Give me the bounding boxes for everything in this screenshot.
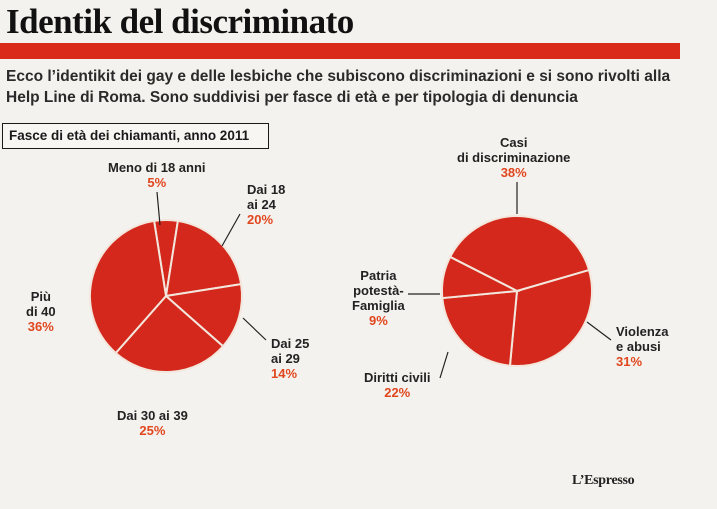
label-casi-pct: 38% — [500, 165, 527, 180]
complaint-type-pie-chart — [441, 215, 593, 367]
label-under18-name: Meno di 18 anni — [108, 160, 206, 175]
label-violenza: Violenza e abusi 31% — [616, 324, 669, 369]
label-under18-pct: 5% — [147, 175, 167, 190]
label-18-24-line2: ai 24 — [247, 197, 276, 212]
title-underline-band — [0, 43, 680, 59]
label-violenza-line1: Violenza — [616, 324, 669, 339]
type-pie-slice-3 — [441, 289, 519, 367]
label-25-29-pct: 14% — [271, 366, 298, 381]
type-pie-slice-2 — [508, 268, 593, 367]
type-pie-slice-1 — [448, 215, 591, 293]
age-pie-slice-4 — [114, 294, 225, 373]
label-25-29-line2: ai 29 — [271, 351, 300, 366]
label-patria-line1: Patria — [360, 268, 397, 283]
label-patria-line3: Famiglia — [352, 298, 405, 313]
label-over40: Più di 40 36% — [26, 289, 56, 334]
label-18-24-line1: Dai 18 — [247, 182, 286, 197]
leader-line-25-29 — [242, 317, 267, 341]
leader-lines — [156, 182, 612, 379]
label-over40-line2: di 40 — [26, 304, 56, 319]
label-30-39: Dai 30 ai 39 25% — [117, 408, 188, 438]
label-casi: Casi di discriminazione 38% — [457, 135, 570, 180]
label-casi-line1: Casi — [499, 135, 528, 150]
label-patria-pct: 9% — [368, 313, 388, 328]
label-18-24: Dai 18 ai 24 20% — [247, 182, 285, 227]
leader-line-under18 — [156, 191, 161, 226]
publisher-logo: L’Espresso — [572, 473, 635, 488]
label-casi-line2: di discriminazione — [457, 150, 571, 165]
label-violenza-line2: e abusi — [616, 339, 661, 354]
label-patria-line2: potestà- — [353, 283, 404, 298]
label-diritti: Diritti civili 22% — [364, 370, 430, 400]
label-patria: Patria potestà- Famiglia 9% — [352, 268, 405, 328]
intro-text: Ecco l’identikit dei gay e delle lesbich… — [6, 68, 671, 106]
label-25-29: Dai 25 ai 29 14% — [271, 336, 309, 381]
label-30-39-pct: 25% — [139, 423, 166, 438]
age-pie-slice-5 — [89, 219, 168, 355]
age-chart-title: Fasce di età dei chiamanti, anno 2011 — [2, 123, 269, 149]
age-pie-slice-3 — [163, 282, 243, 348]
label-25-29-line1: Dai 25 — [271, 336, 310, 351]
leader-line-violenza — [586, 321, 612, 341]
leader-line-18-24 — [221, 213, 241, 247]
type-pie-slice-4 — [441, 255, 521, 300]
label-over40-pct: 36% — [27, 319, 54, 334]
age-pie-chart — [89, 219, 243, 373]
label-diritti-pct: 22% — [384, 385, 411, 400]
label-diritti-name: Diritti civili — [364, 370, 431, 385]
age-pie-slice-2 — [164, 219, 243, 298]
page-title: Identik del discriminato — [6, 2, 354, 41]
label-over40-line1: Più — [30, 289, 51, 304]
leader-line-diritti — [439, 351, 449, 379]
label-18-24-pct: 20% — [247, 212, 274, 227]
label-under18: Meno di 18 anni 5% — [108, 160, 206, 190]
label-violenza-pct: 31% — [616, 354, 643, 369]
label-30-39-name: Dai 30 ai 39 — [117, 408, 188, 423]
